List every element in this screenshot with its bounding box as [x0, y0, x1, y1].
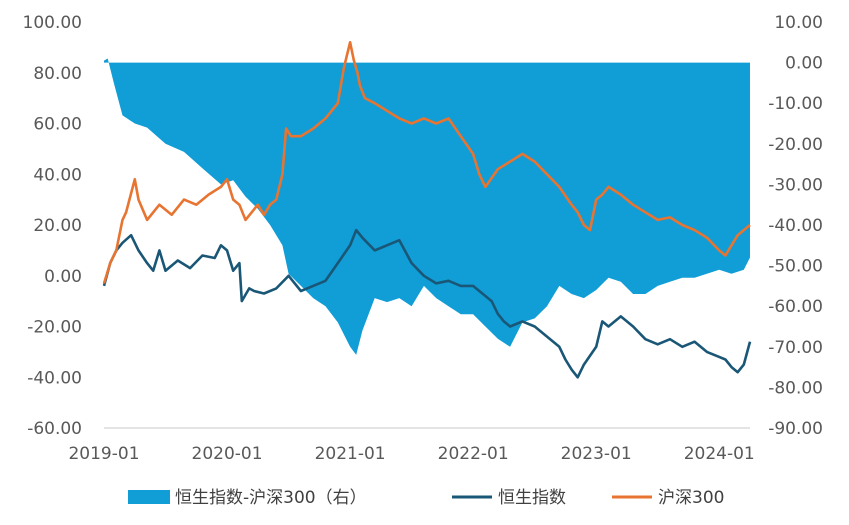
- y-left-tick-label: -20.00: [27, 318, 82, 338]
- y-left-tick-label: -40.00: [27, 368, 82, 388]
- right-axis: 10.00 0.00 -10.00 -20.00 -30.00 -40.00 -50.00 -…: [768, 13, 823, 439]
- x-tick-label: 2024-01: [684, 444, 755, 464]
- y-left-tick-label: 40.00: [33, 165, 82, 185]
- y-right-tick-label: -80.00: [768, 378, 823, 398]
- x-tick-label: 2021-01: [315, 444, 386, 464]
- legend-label-csi: 沪深300: [658, 488, 724, 508]
- y-left-tick-label: 20.00: [33, 216, 82, 236]
- x-tick-label: 2022-01: [438, 444, 509, 464]
- y-left-tick-label: 0.00: [44, 267, 82, 287]
- y-right-tick-label: -50.00: [768, 257, 823, 277]
- y-left-tick-label: 80.00: [33, 64, 82, 84]
- x-tick-label: 2023-01: [561, 444, 632, 464]
- x-tick-label: 2019-01: [68, 444, 139, 464]
- x-tick-label: 2020-01: [192, 444, 263, 464]
- plot-area: [102, 41, 752, 379]
- legend: 恒生指数-沪深300（右） 恒生指数 沪深300: [128, 488, 724, 508]
- legend-swatch-diff: [128, 490, 170, 504]
- y-right-tick-label: -10.00: [768, 94, 823, 114]
- legend-label-diff: 恒生指数-沪深300（右）: [175, 488, 367, 508]
- y-right-tick-label: 0.00: [785, 54, 823, 74]
- y-right-tick-label: 10.00: [774, 13, 823, 33]
- legend-label-hsi: 恒生指数: [498, 488, 566, 508]
- y-left-tick-label: 60.00: [33, 115, 82, 135]
- y-left-tick-label: 100.00: [23, 13, 82, 33]
- y-right-tick-label: -70.00: [768, 338, 823, 358]
- y-right-tick-label: -60.00: [768, 297, 823, 317]
- x-axis: 2019-01 2020-01 2021-01 2022-01 2023-01 2024-…: [68, 427, 755, 464]
- series-area-diff: [104, 58, 750, 355]
- y-right-tick-label: -90.00: [768, 419, 823, 439]
- y-right-tick-label: -20.00: [768, 135, 823, 155]
- series-line-hsi: [102, 228, 752, 379]
- series-line-csi: [102, 41, 751, 284]
- y-left-tick-label: -60.00: [27, 419, 82, 439]
- left-axis: 100.00 80.00 60.00 40.00 20.00 0.00 -20.00 -40.…: [23, 13, 82, 439]
- y-right-tick-label: -30.00: [768, 175, 823, 195]
- y-right-tick-label: -40.00: [768, 216, 823, 236]
